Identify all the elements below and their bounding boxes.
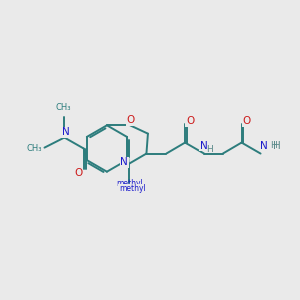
Text: H: H (271, 141, 277, 150)
Text: N: N (62, 128, 70, 137)
Text: CH₃: CH₃ (55, 103, 71, 112)
Text: O: O (127, 115, 135, 125)
Text: O: O (186, 116, 194, 127)
Text: O: O (242, 116, 251, 127)
Text: CH₃: CH₃ (26, 144, 41, 153)
Text: methyl: methyl (116, 179, 142, 188)
Text: O: O (74, 168, 82, 178)
Text: H: H (273, 141, 281, 151)
Text: N: N (120, 158, 128, 167)
Text: N: N (200, 141, 207, 151)
Text: methyl: methyl (119, 184, 146, 193)
Text: N: N (260, 141, 268, 151)
Text: H: H (206, 145, 212, 154)
